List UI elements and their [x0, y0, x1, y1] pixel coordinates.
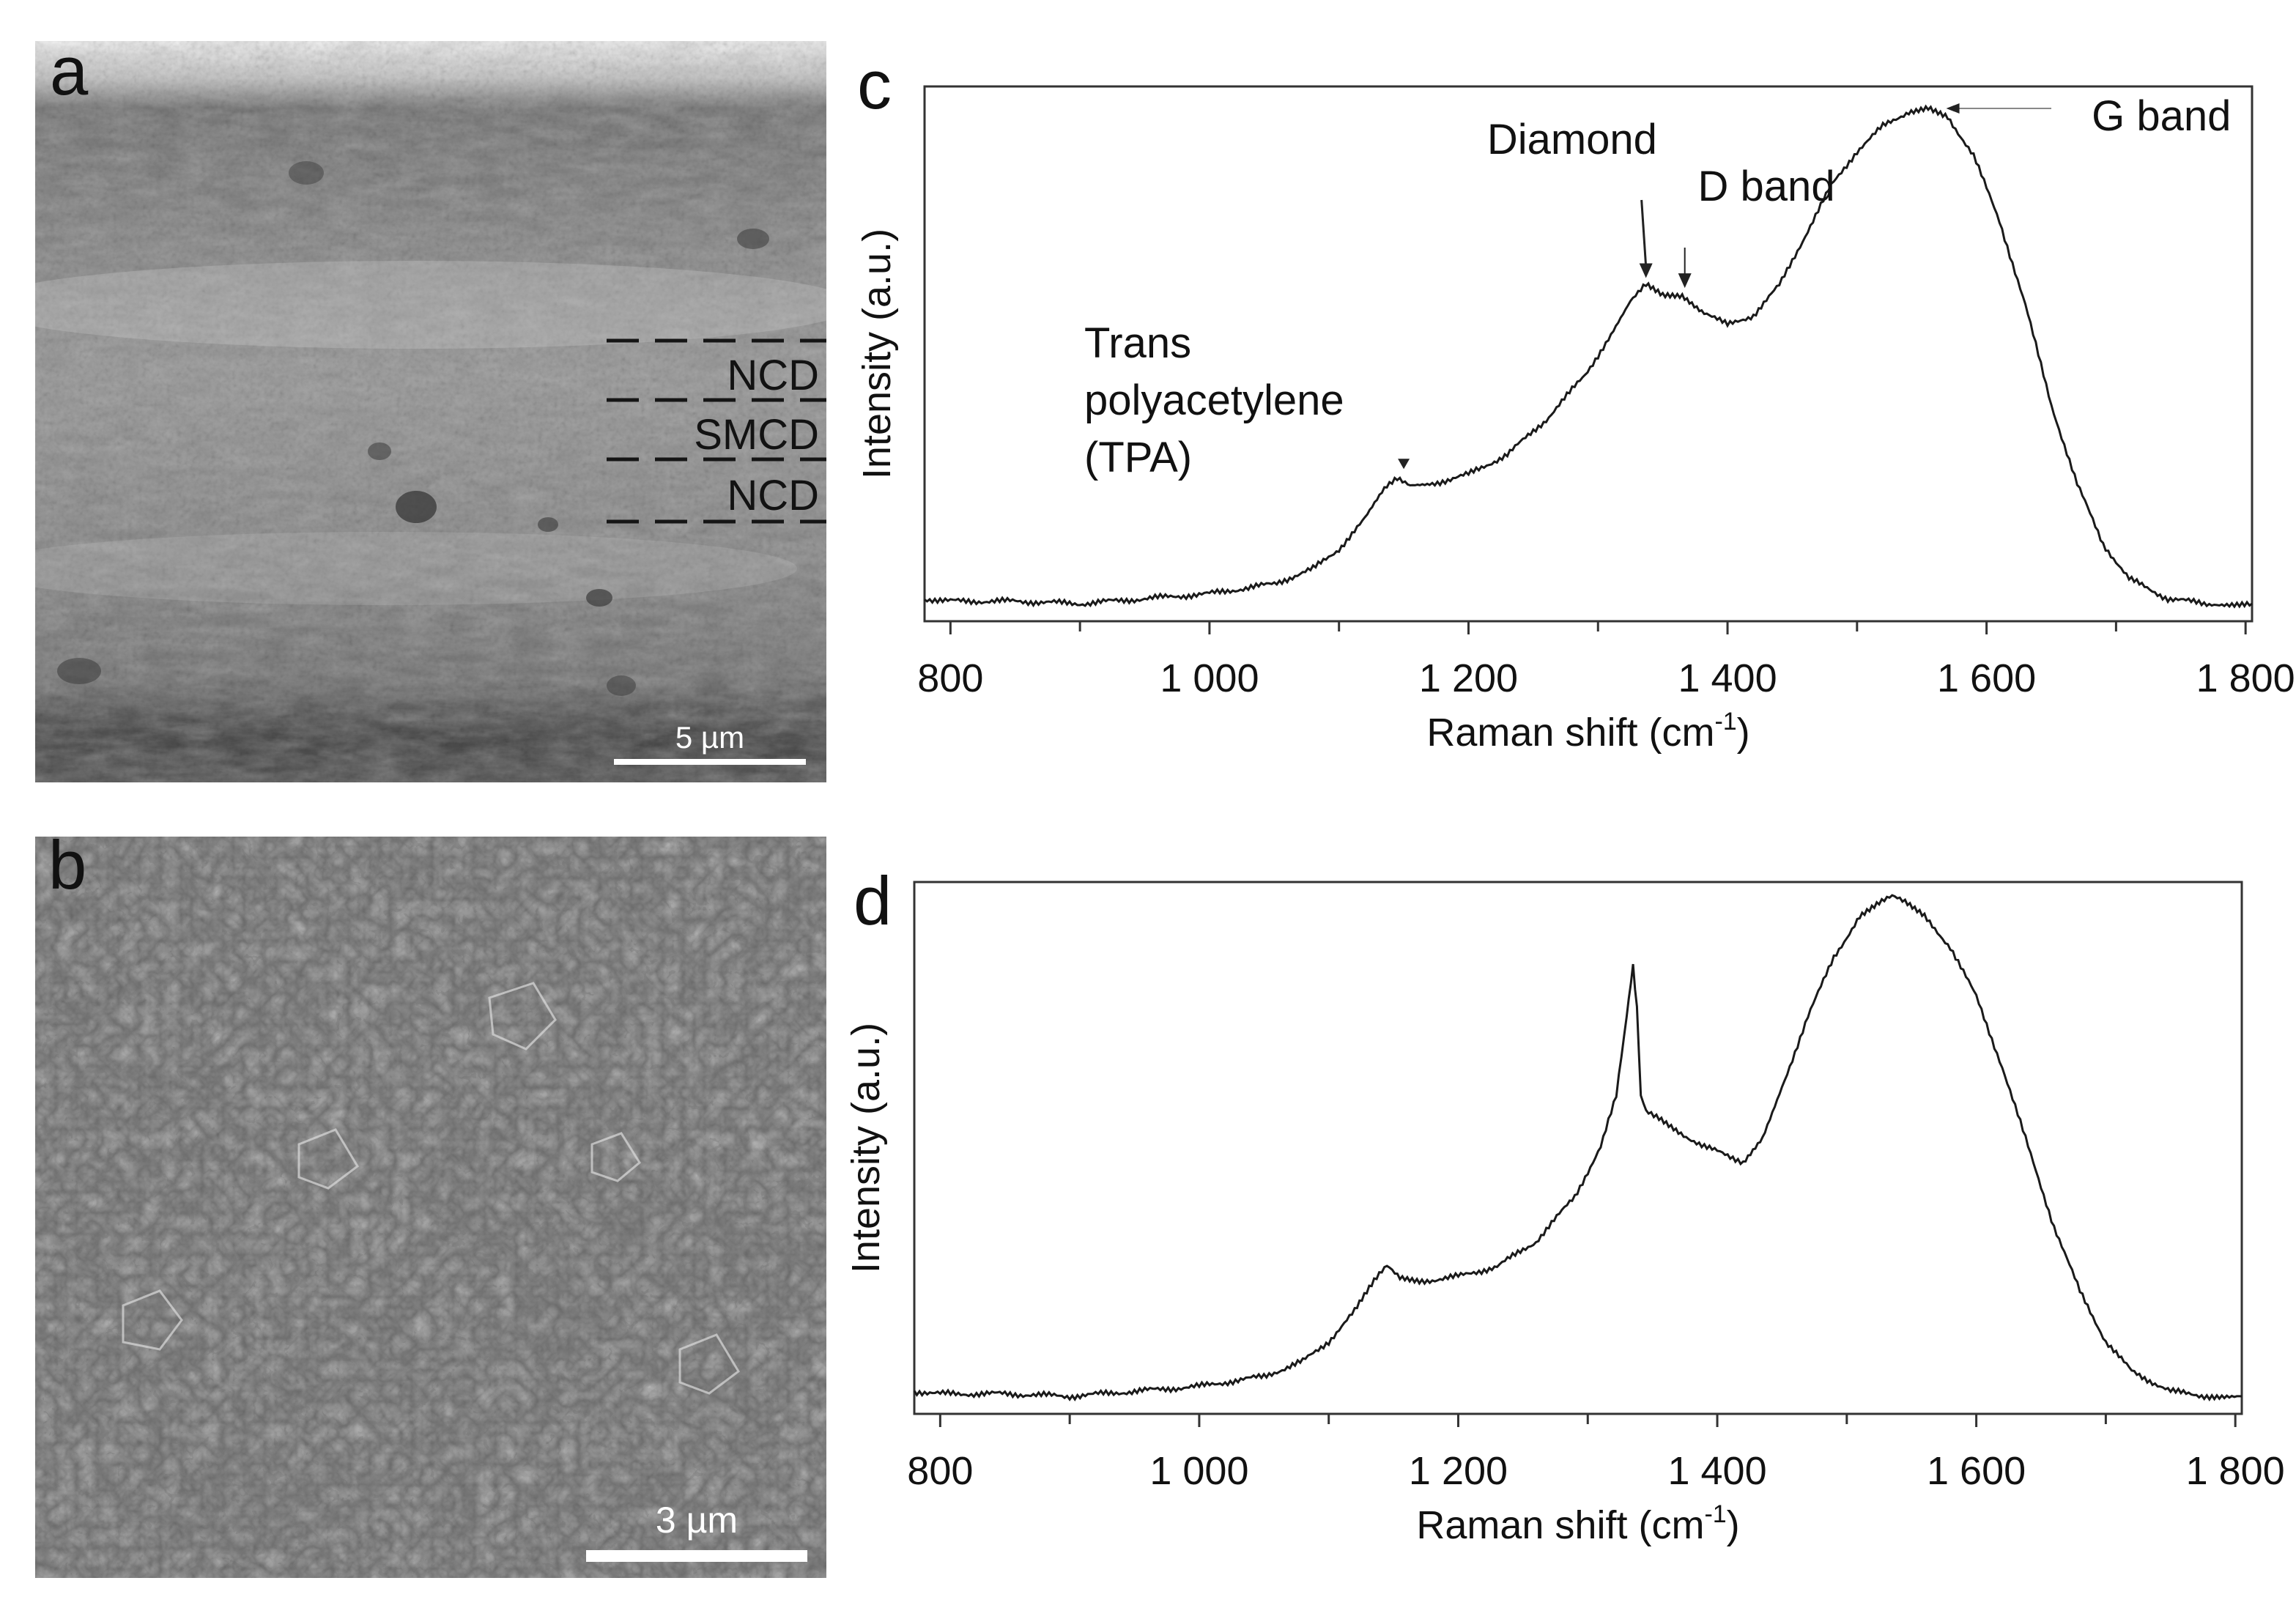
panel-label-c: c	[857, 46, 892, 123]
series-line-spectrum	[924, 104, 2253, 609]
scale-bar-b	[586, 1550, 807, 1562]
y-axis-label: Intensity (a.u.)	[844, 1023, 888, 1273]
layer-label-smcd: SMCD	[694, 411, 819, 459]
sem-image-surface: 3 µm b	[35, 837, 826, 1578]
x-tick-label: 1 400	[1667, 1449, 1766, 1493]
layer-label-ncd-top: NCD	[727, 352, 819, 399]
annotation-arrowhead	[1639, 263, 1653, 278]
annotation-arrowhead	[1946, 103, 1960, 114]
x-tick-label: 800	[907, 1449, 973, 1493]
annotation-label: polyacetylene	[1084, 377, 1344, 424]
sem-image-cross-section: NCD SMCD NCD 5 µm a	[35, 41, 826, 782]
x-tick-label: 1 800	[2186, 1449, 2285, 1493]
series-line-spectrum	[913, 894, 2243, 1402]
x-tick-label: 1 600	[1937, 656, 2036, 700]
x-axis-label: Raman shift (cm-1)	[1426, 708, 1749, 755]
x-tick-label: 1 400	[1678, 656, 1777, 700]
chart-c: c 800 1 000 1 200 1 400 1 600 1 800 Raman shift…	[855, 46, 2295, 755]
panel-label-d: d	[853, 862, 892, 939]
annotation-label: Diamond	[1487, 116, 1657, 163]
x-axis-label: Raman shift (cm-1)	[1416, 1500, 1739, 1547]
x-tick-label: 1 000	[1149, 1449, 1248, 1493]
plot-frame	[923, 85, 2254, 623]
x-tick-label: 1 200	[1419, 656, 1518, 700]
x-tick-label: 1 600	[1927, 1449, 2026, 1493]
x-tick-label: 1 000	[1160, 656, 1259, 700]
y-axis-label: Intensity (a.u.)	[855, 229, 899, 479]
panel-label-b: b	[48, 837, 87, 903]
annotation-label: D band	[1698, 163, 1835, 210]
scale-bar-label-a: 5 µm	[675, 720, 744, 755]
annotation-arrowhead	[1398, 459, 1410, 470]
x-tick-label: 1 800	[2196, 656, 2295, 700]
chart-d: d 800 1 000 1 200 1 400 1 600 1 800 Raman shift…	[844, 862, 2285, 1547]
x-tick-label: 800	[917, 656, 983, 700]
panel-label-a: a	[50, 41, 89, 109]
annotation-label: G band	[2092, 92, 2231, 140]
annotation-label: (TPA)	[1084, 434, 1192, 481]
annotation-arrow-line	[1640, 199, 1648, 267]
annotation-label: Trans	[1084, 319, 1191, 367]
layer-boundaries	[607, 338, 826, 524]
scale-bar-label-b: 3 µm	[656, 1500, 738, 1541]
plot-frame	[913, 881, 2243, 1415]
annotation-arrowhead	[1678, 273, 1692, 289]
scale-bar-a	[614, 759, 806, 765]
layer-label-ncd-bottom: NCD	[727, 472, 819, 519]
x-tick-label: 1 200	[1409, 1449, 1508, 1493]
